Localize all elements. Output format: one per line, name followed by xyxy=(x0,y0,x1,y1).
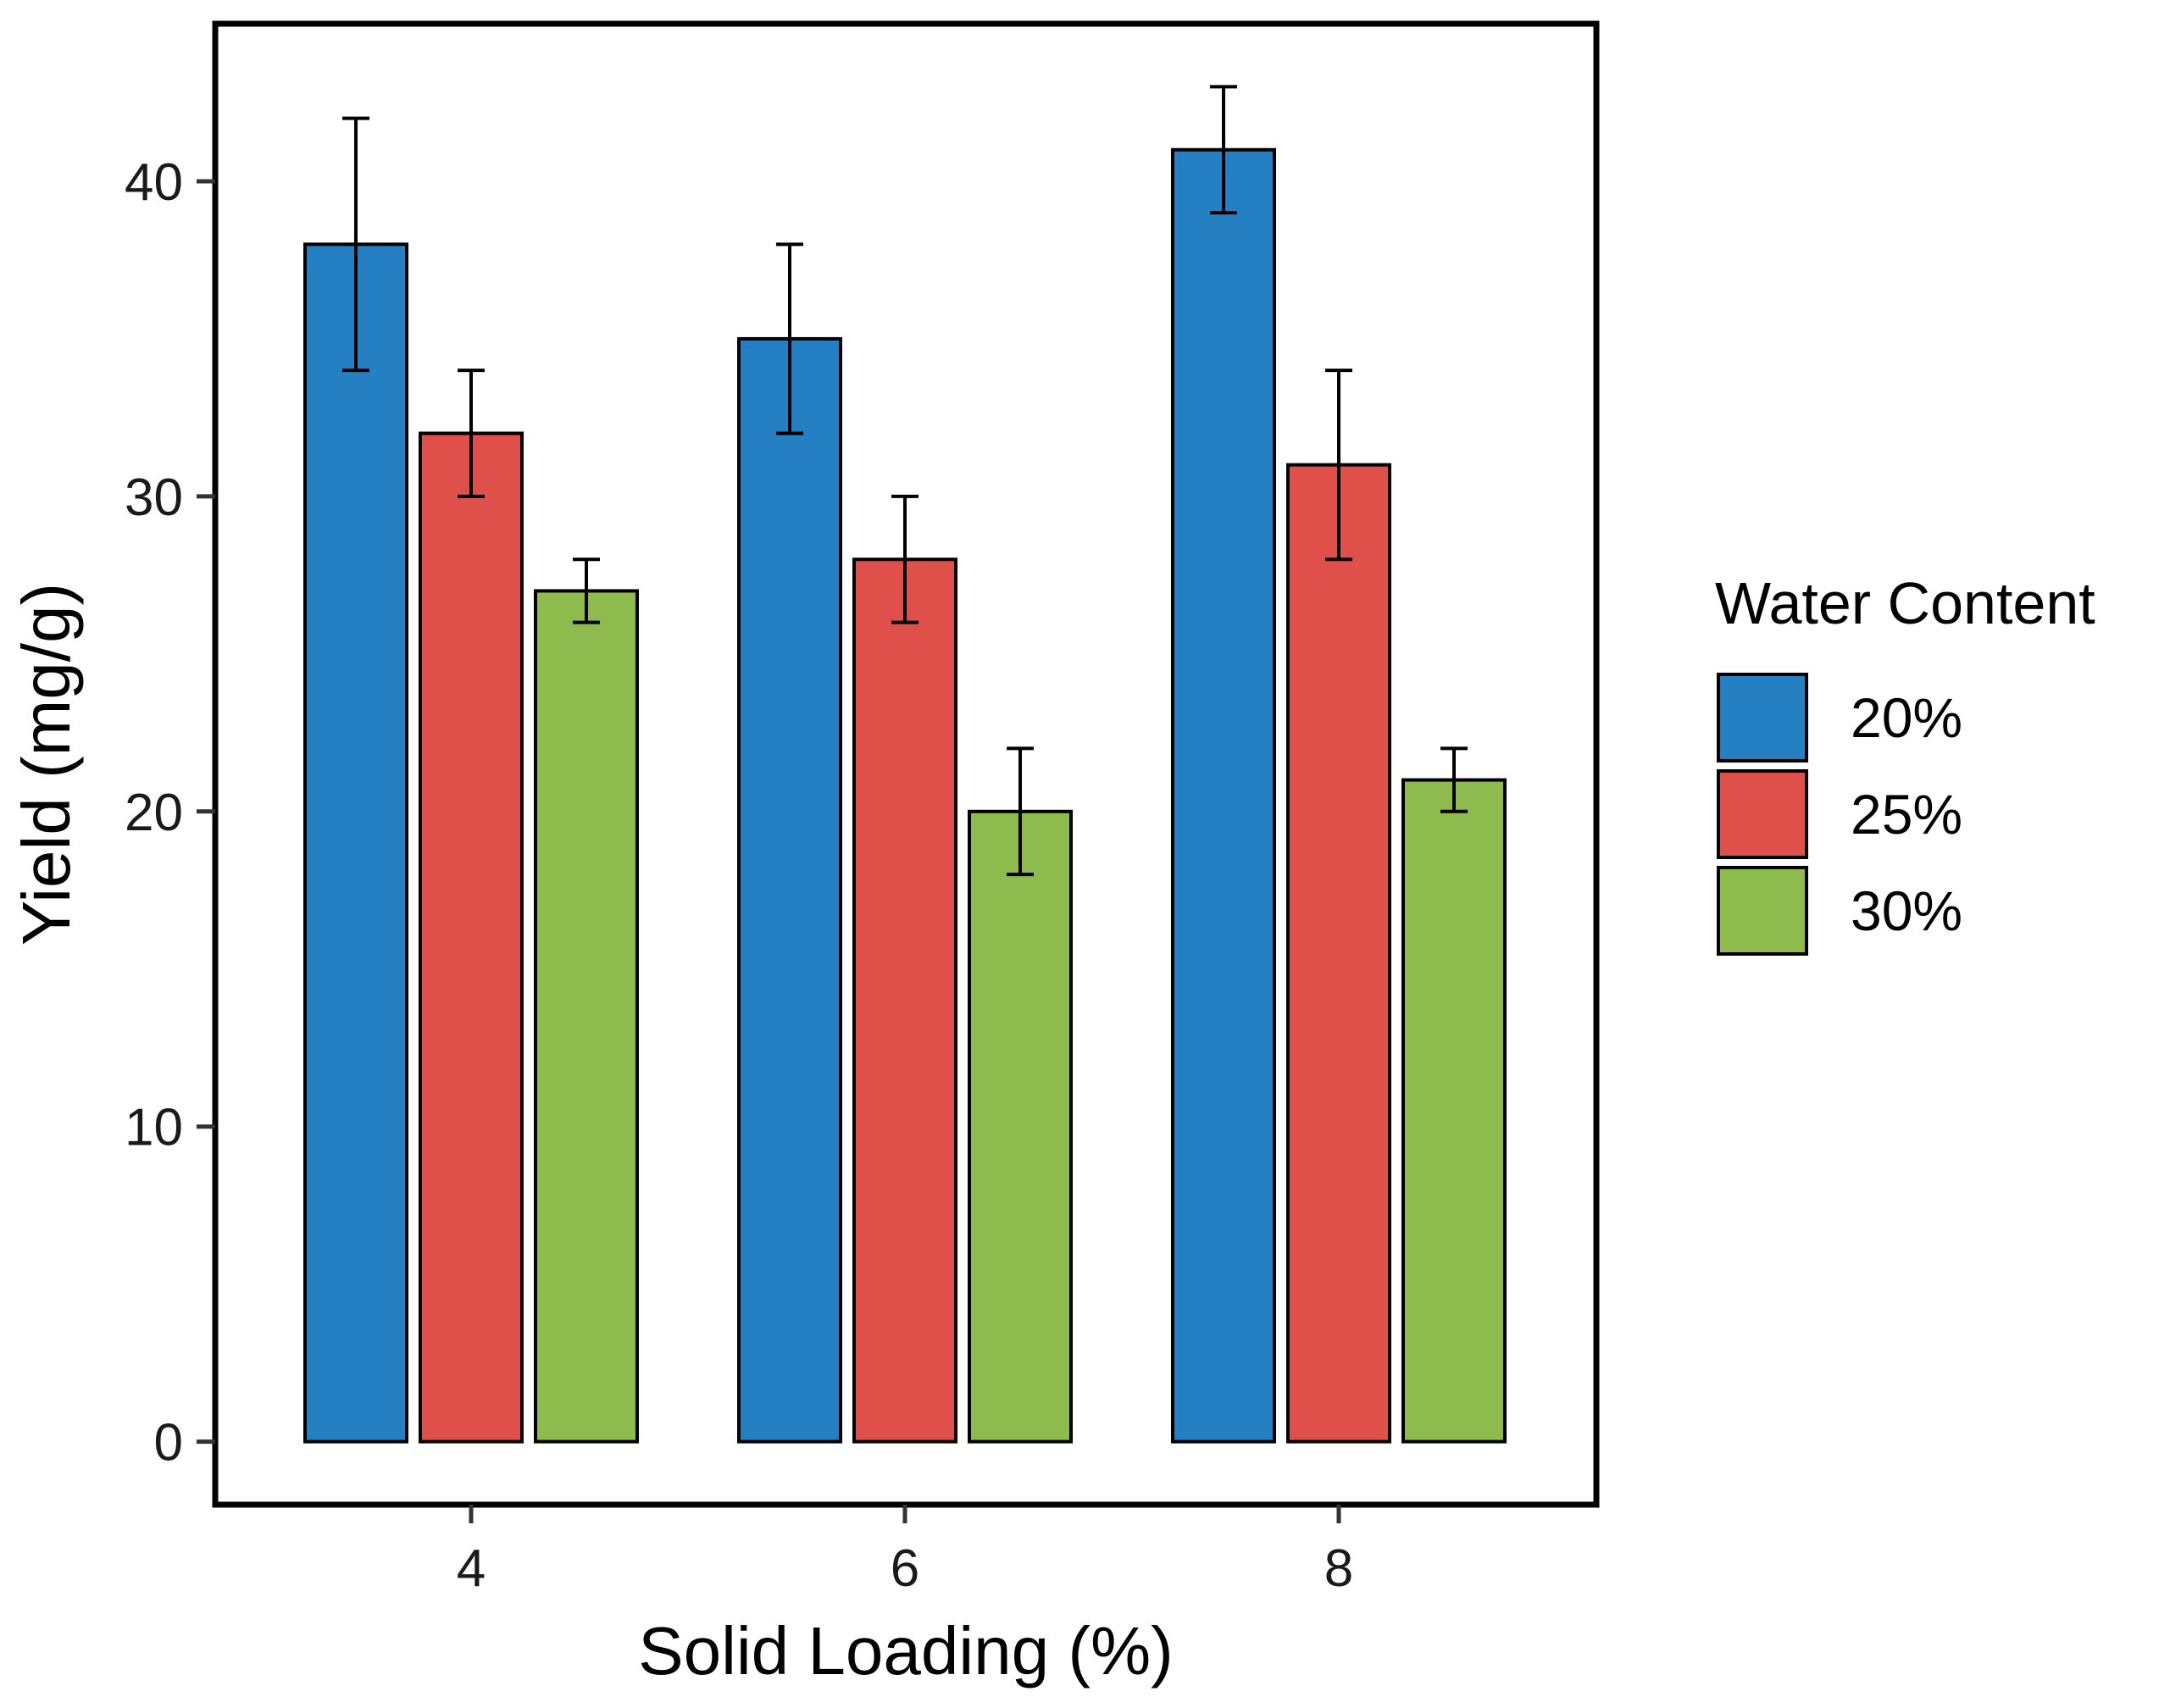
error-bars xyxy=(342,85,1468,877)
legend-label: 25% xyxy=(1851,783,1962,846)
bars xyxy=(303,147,1507,1444)
error-bar xyxy=(1440,746,1468,813)
y-tick-label: 40 xyxy=(125,153,183,212)
legend-title: Water Content xyxy=(1715,570,2095,636)
legend-item: 30% xyxy=(1717,866,1962,956)
legend-label: 20% xyxy=(1851,686,1962,749)
legend-key xyxy=(1717,769,1808,859)
y-axis: 0 10 20 30 40 xyxy=(125,153,215,1472)
bar xyxy=(1401,778,1507,1444)
bar xyxy=(303,242,408,1444)
y-tick-label: 30 xyxy=(125,469,183,527)
bar xyxy=(1171,147,1276,1444)
bar xyxy=(534,589,639,1444)
legend-label: 30% xyxy=(1851,879,1962,942)
bar xyxy=(419,431,524,1444)
y-axis-title: Yield (mg/g) xyxy=(8,583,84,946)
bar xyxy=(852,557,957,1444)
error-bar xyxy=(573,557,600,624)
x-tick-label: 8 xyxy=(1324,1539,1353,1598)
legend-item: 25% xyxy=(1717,769,1962,859)
y-tick-label: 10 xyxy=(125,1099,183,1157)
legend-key xyxy=(1717,673,1808,762)
error-bar xyxy=(1007,746,1034,877)
x-tick-label: 6 xyxy=(891,1539,919,1598)
x-tick-label: 4 xyxy=(457,1539,486,1598)
error-bar xyxy=(342,116,369,373)
error-bar xyxy=(1325,369,1352,562)
legend-item: 20% xyxy=(1717,673,1962,762)
y-tick-label: 0 xyxy=(154,1414,183,1472)
error-bar xyxy=(458,369,485,498)
x-axis: 4 6 8 xyxy=(457,1505,1353,1598)
bar xyxy=(737,336,842,1444)
bar xyxy=(968,809,1073,1444)
error-bar xyxy=(891,494,919,624)
legend-key xyxy=(1717,866,1808,956)
x-axis-title: Solid Loading (%) xyxy=(638,1613,1173,1689)
legend: Water Content 20% 25% 30% xyxy=(1715,570,2095,956)
y-tick-label: 20 xyxy=(125,784,183,842)
error-bar xyxy=(1210,85,1237,215)
error-bar xyxy=(776,242,803,435)
bar xyxy=(1286,463,1391,1444)
